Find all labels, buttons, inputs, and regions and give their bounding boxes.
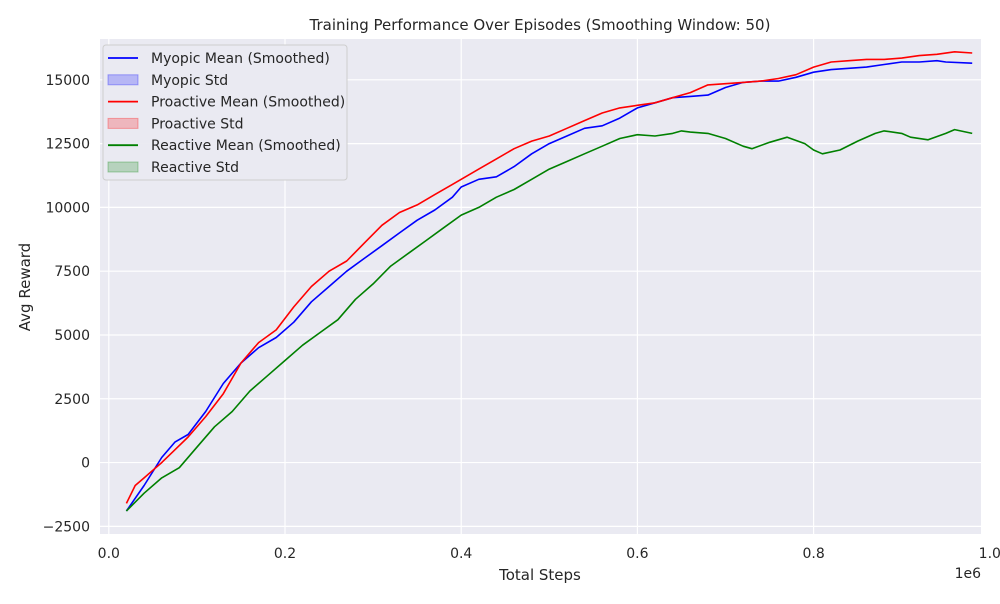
x-axis-offset-label: 1e6 [955,566,982,582]
x-tick-labels: 0.0 0.2 0.4 0.6 0.8 1.0 [98,546,1000,562]
legend-label: Reactive Std [151,160,239,176]
y-tick-label: 10000 [45,200,90,216]
y-tick-label: 12500 [45,137,90,153]
legend-label: Myopic Mean (Smoothed) [151,51,330,67]
series-line-1 [125,50,973,504]
legend-patch-swatch [107,161,139,173]
series-lines [125,50,973,512]
x-tick-label: 0.0 [98,546,120,562]
legend-label: Myopic Std [151,73,228,89]
x-axis-label: Total Steps [498,566,581,584]
x-tick-label: 0.8 [802,546,824,562]
y-tick-labels: −2500 0 2500 5000 7500 10000 12500 15000 [43,73,90,536]
y-tick-label: 2500 [54,392,90,408]
x-tick-label: 0.6 [626,546,648,562]
x-tick-label: 0.4 [450,546,472,562]
legend-label: Proactive Mean (Smoothed) [151,95,345,111]
x-tick-label: 0.2 [274,546,296,562]
grid-lines [100,39,991,534]
y-tick-label: 7500 [54,264,90,280]
x-tick-label: 1.0 [979,546,1000,562]
legend-patch-swatch [107,117,139,129]
series-line-2 [125,128,973,512]
y-tick-label: 0 [81,456,90,472]
y-tick-label: 5000 [54,328,90,344]
series-line-0 [125,59,973,512]
y-tick-label: 15000 [45,73,90,89]
y-axis-label: Avg Reward [16,243,34,331]
legend-box [102,44,348,181]
y-tick-label: −2500 [43,519,90,535]
legend-label: Reactive Mean (Smoothed) [151,138,341,154]
legend-label: Proactive Std [151,116,243,132]
legend-patch-swatch [107,74,139,86]
chart-title: Training Performance Over Episodes (Smoo… [309,16,771,34]
legend: Myopic Mean (Smoothed) Myopic Std Proactiv… [102,44,348,181]
